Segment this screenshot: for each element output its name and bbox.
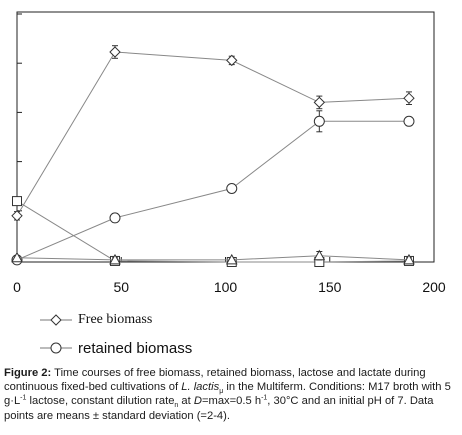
triangle-marker — [11, 251, 23, 263]
caption-subscript: n — [174, 402, 179, 410]
caption-figure-label: Figure 2: — [4, 367, 52, 379]
circle-marker — [109, 212, 121, 224]
x-tick-label: 100 — [214, 279, 238, 295]
square-marker — [12, 196, 22, 207]
legend-item-retained-biomass: retained biomass — [40, 336, 192, 360]
triangle-marker — [225, 253, 238, 265]
caption-text: lactose, constant dilution rate — [26, 395, 175, 408]
x-tick-label: 150 — [318, 279, 342, 295]
circle-marker — [313, 115, 325, 127]
circle-marker — [403, 115, 415, 127]
triangle-marker — [403, 253, 415, 265]
caption-text: , 30°C and an initial pH of 7. Data poin… — [4, 395, 434, 422]
series-triangle — [11, 249, 415, 265]
triangle-marker — [109, 253, 121, 265]
series-line — [16, 255, 410, 261]
caption-text: Time courses of free biomass, retained b… — [4, 367, 426, 394]
legend-label-retained-biomass: retained biomass — [78, 339, 193, 357]
diamond-marker — [313, 96, 326, 109]
x-tick-label: 0 — [13, 279, 21, 295]
plot-frame — [16, 11, 435, 263]
caption-d-symbol: D — [193, 395, 202, 408]
series-line — [16, 200, 409, 263]
series-diamond — [11, 45, 415, 222]
legend: Free biomass retained biomass — [40, 306, 300, 362]
diamond-marker — [403, 92, 415, 104]
series-square — [12, 196, 414, 267]
legend-diamond-marker-icon — [40, 314, 72, 326]
series-circle — [11, 110, 415, 266]
series-line — [16, 120, 409, 261]
chart-axes — [16, 11, 435, 263]
figure-caption: Figure 2: Time courses of free biomass, … — [4, 366, 460, 423]
diamond-marker — [109, 46, 121, 58]
x-tick-label: 50 — [113, 279, 129, 295]
line-chart: 0 50 100 150 200 — [11, 11, 446, 295]
caption-organism: L. lactis — [181, 381, 220, 394]
caption-superscript: -1 — [261, 394, 268, 402]
legend-label-free-biomass: Free biomass — [78, 312, 153, 327]
caption-text: at — [178, 395, 194, 408]
caption-text: =max=0.5 h — [201, 395, 262, 408]
caption-superscript: -1 — [20, 394, 27, 402]
chart-series — [11, 45, 415, 267]
x-tick-labels: 0 50 100 150 200 — [13, 279, 446, 295]
triangle-marker — [313, 249, 326, 261]
legend-item-free-biomass: Free biomass — [40, 308, 152, 332]
series-line — [16, 51, 410, 217]
caption-subscript: μ — [219, 388, 224, 396]
diamond-marker — [226, 54, 238, 67]
diamond-marker — [11, 210, 23, 222]
x-tick-label: 200 — [422, 279, 446, 295]
caption-text: in the Multiferm. Conditions: M17 broth … — [4, 381, 451, 408]
circle-marker — [226, 183, 238, 194]
legend-circle-marker-icon — [40, 342, 72, 354]
